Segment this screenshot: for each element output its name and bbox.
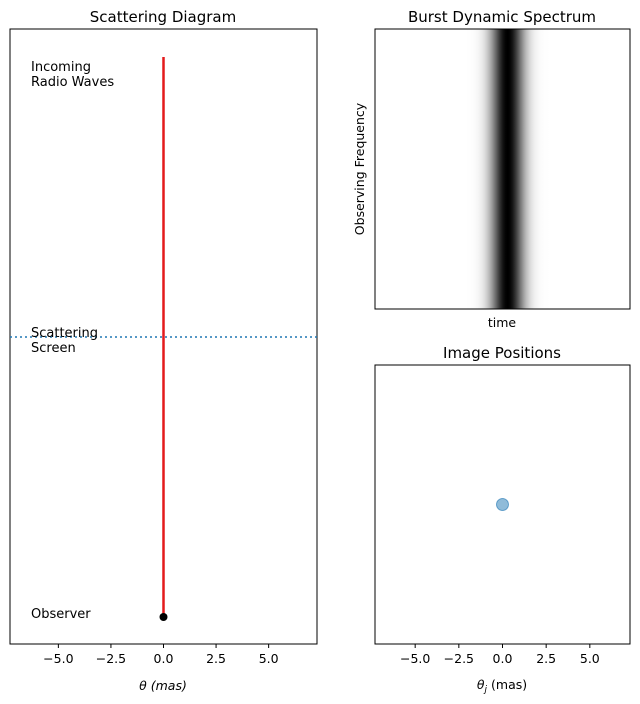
image-positions-panel: Image Positions −5.0 −2.5 0.0 2.5 5.0 θj (ma… [374,344,631,695]
left-x-tick-label: 5.0 [259,651,279,666]
image-x-tick-label: −2.5 [444,651,474,666]
observer-label: Observer [31,607,91,622]
image-x-tick-label: 0.0 [493,651,513,666]
scattering-diagram-panel: Scattering Diagram Incoming Radio Waves … [9,8,318,693]
spectrum-panel-title: Burst Dynamic Spectrum [408,8,596,26]
left-x-tick-label: 0.0 [154,651,174,666]
image-x-tick-label: 5.0 [580,651,600,666]
left-x-axis-ticks: −5.0 −2.5 0.0 2.5 5.0 [43,644,279,666]
image-x-tick-label: 2.5 [536,651,556,666]
image-position-point [496,498,509,511]
burst-dynamic-spectrum-panel: Burst Dynamic Spectrum time Observing Fr… [352,8,631,330]
spectrum-plot-frame [374,28,631,310]
left-x-axis-label: θ (mas) [139,678,187,693]
left-x-tick-label: −5.0 [43,651,73,666]
spectrum-pulse-heatmap [375,29,630,309]
screen-label-line2: Screen [31,341,76,356]
image-x-axis-ticks: −5.0 −2.5 0.0 2.5 5.0 [400,644,600,666]
left-x-tick-label: −2.5 [96,651,126,666]
left-x-tick-label: 2.5 [206,651,226,666]
incoming-label-line1: Incoming [31,60,91,75]
incoming-label-line2: Radio Waves [31,75,114,90]
screen-label-line1: Scattering [31,326,98,341]
spectrum-y-axis-label: Observing Frequency [352,102,367,235]
spectrum-x-axis-label: time [488,315,517,330]
left-panel-title: Scattering Diagram [90,8,236,26]
image-x-tick-label: −5.0 [400,651,430,666]
observer-marker [159,613,168,621]
image-x-axis-label: θj (mas) [477,677,527,695]
image-panel-title: Image Positions [443,344,561,362]
